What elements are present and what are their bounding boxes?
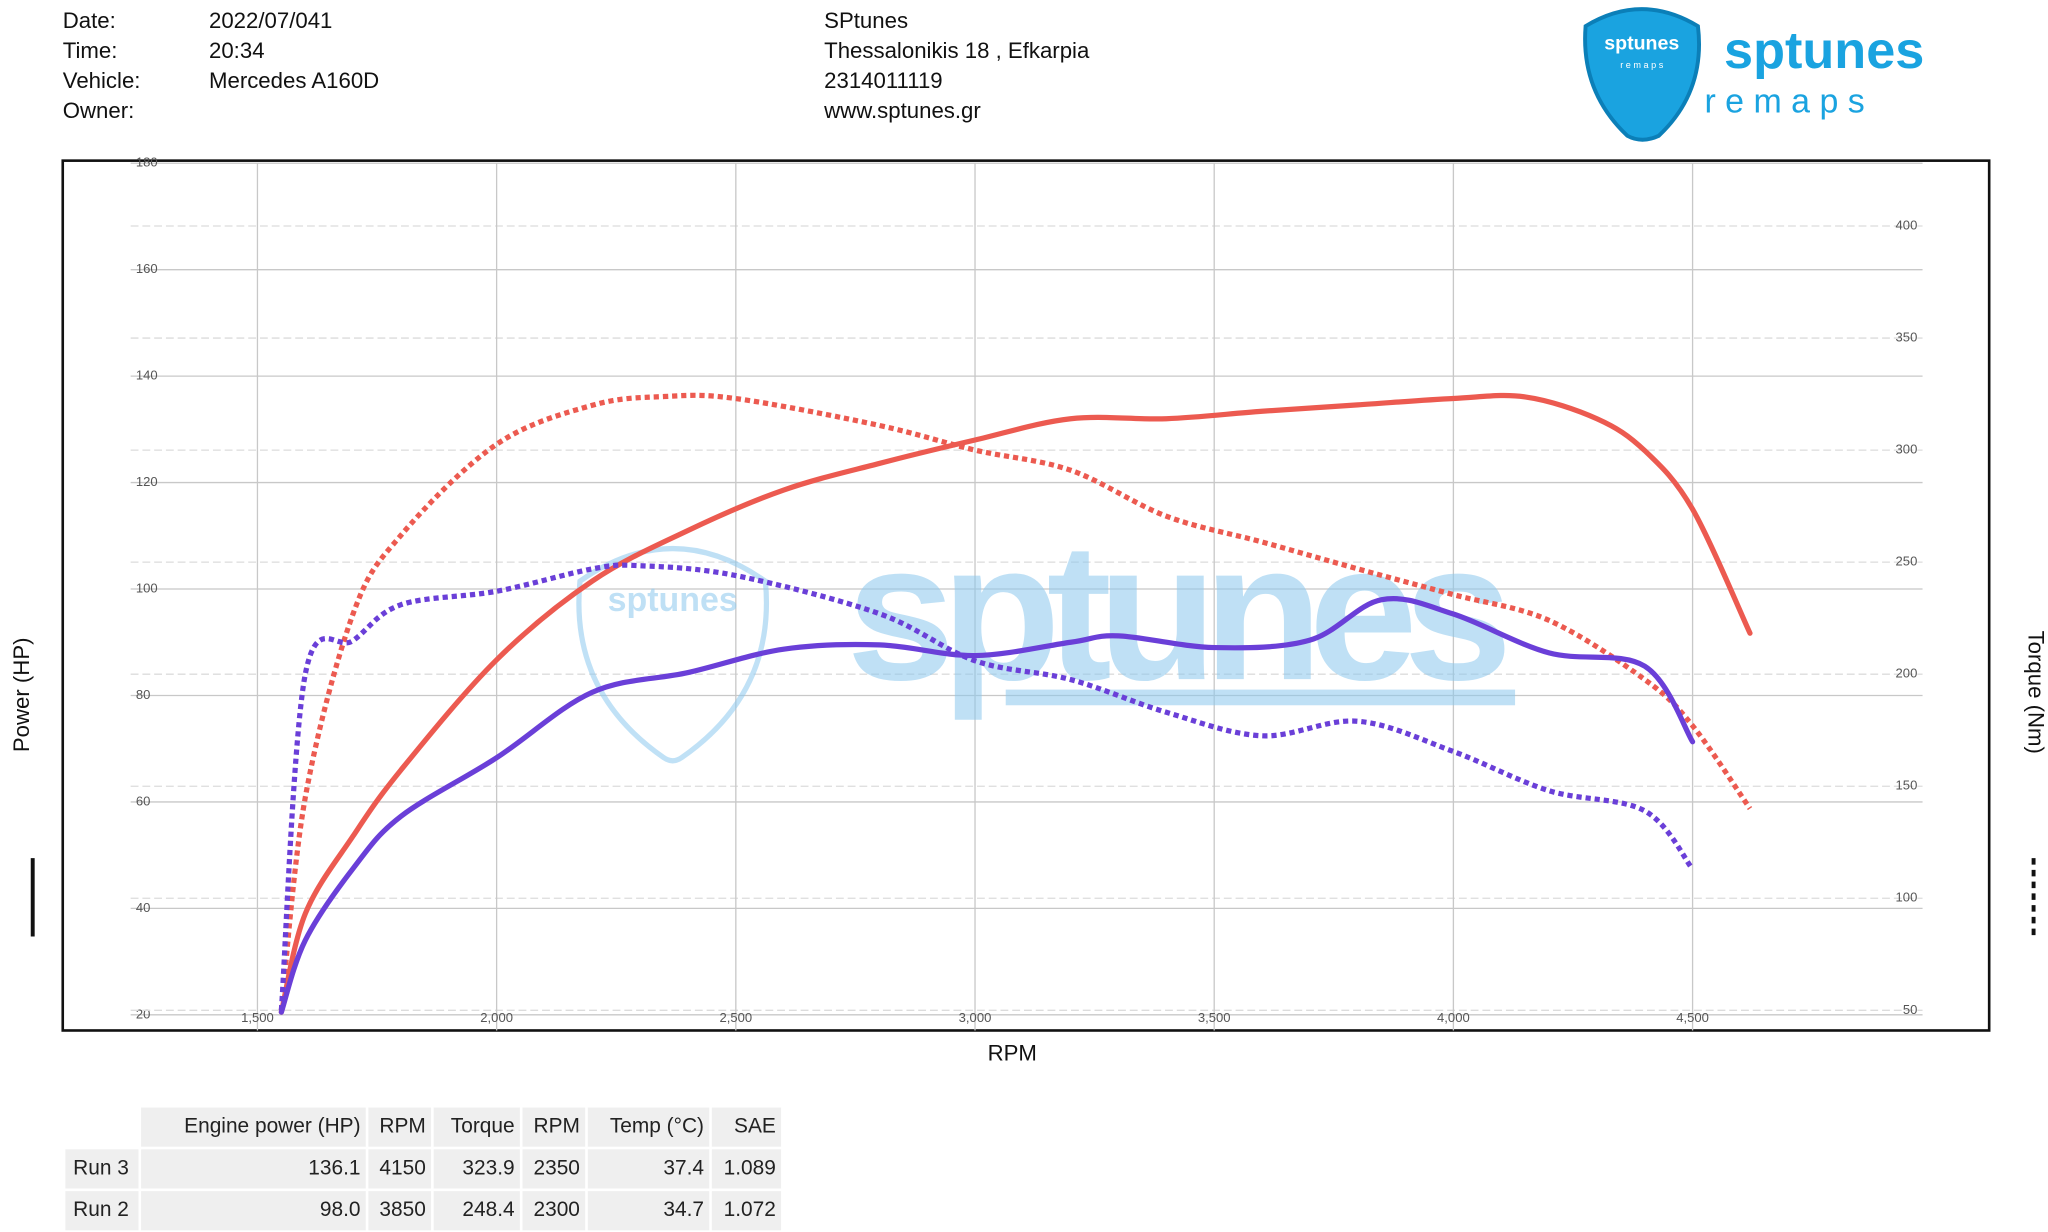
field-label: Vehicle: — [63, 68, 141, 93]
watermark-shield — [576, 546, 769, 764]
table-header: RPM — [534, 1115, 580, 1138]
table-header: Engine power (HP) — [184, 1115, 360, 1138]
table-cell: 323.9 — [462, 1156, 514, 1179]
table-cell-bg — [587, 1149, 710, 1189]
table-header: SAE — [734, 1115, 776, 1138]
table-cell: 37.4 — [663, 1156, 704, 1179]
x-tick-label: 4,000 — [1437, 1010, 1470, 1025]
table-header-cell — [368, 1107, 432, 1147]
y-tick-label: 160 — [136, 261, 158, 276]
y2-tick-label: 400 — [1896, 217, 1918, 232]
y-tick-label: 180 — [136, 155, 158, 170]
table-header: Torque — [451, 1115, 515, 1138]
table-cell-bg — [141, 1149, 366, 1189]
table-header-cell — [433, 1107, 520, 1147]
table-cell: 3850 — [379, 1198, 425, 1221]
watermark-shield-text: sptunes — [608, 581, 738, 619]
field-label: Owner: — [63, 98, 135, 123]
table-cell: 98.0 — [320, 1198, 361, 1221]
y-tick-label: 120 — [136, 474, 158, 489]
y-tick-label: 80 — [136, 687, 151, 702]
table-cell-bg — [368, 1191, 432, 1231]
table-cell-bg — [433, 1191, 520, 1231]
table-cell-bg — [587, 1191, 710, 1231]
watermark: sptunes sptunes — [576, 502, 1516, 764]
y-tick-label: 100 — [136, 580, 158, 595]
logo-shield — [1583, 7, 1701, 142]
x-tick-label: 4,500 — [1676, 1010, 1709, 1025]
watermark-text: sptunes — [846, 502, 1512, 721]
y2-axis-label: Torque (Nm) — [2023, 631, 2048, 754]
company-line: Thessalonikis 18 , Efkarpia — [824, 38, 1090, 63]
logo: sptunes r e m a p s sptunes r e m a p s — [1583, 7, 1924, 142]
x-tick-label: 2,000 — [480, 1010, 513, 1025]
table-cell: 2300 — [533, 1198, 579, 1221]
x-tick-label: 3,500 — [1198, 1010, 1231, 1025]
table-cell-bg — [522, 1149, 586, 1189]
field-value: 2022/07/041 — [209, 8, 332, 33]
y2-tick-label: 50 — [1903, 1002, 1918, 1017]
table-cell: 4150 — [379, 1156, 425, 1179]
plot-frame — [61, 159, 1991, 1032]
y-tick-label: 20 — [136, 1006, 151, 1021]
table-header: RPM — [379, 1115, 425, 1138]
table-cell-bg — [711, 1191, 782, 1231]
table-cell-bg — [711, 1149, 782, 1189]
watermark-underline — [1005, 689, 1516, 706]
field-value: 20:34 — [209, 38, 265, 63]
company-line: www.sptunes.gr — [823, 98, 981, 123]
table-cell: 248.4 — [462, 1198, 514, 1221]
torque-line — [278, 392, 1753, 1011]
y2-tick-label: 350 — [1896, 330, 1918, 345]
table-cell-bg — [522, 1191, 586, 1231]
table-cell: 1.089 — [724, 1156, 776, 1179]
y-axis-label: Power (HP) — [9, 637, 34, 752]
table-cell-bg — [141, 1191, 366, 1231]
table-run-name: Run 3 — [73, 1156, 129, 1179]
table-header: Temp (°C) — [610, 1115, 704, 1138]
y2-tick-label: 100 — [1896, 890, 1918, 905]
power-line — [278, 392, 1753, 1015]
company-line: 2314011119 — [824, 68, 942, 93]
y-tick-label: 60 — [136, 793, 151, 808]
field-value: Mercedes A160D — [209, 68, 379, 93]
table-cell-bg — [433, 1149, 520, 1189]
table-header-cell — [141, 1107, 366, 1147]
table-cell: 34.7 — [663, 1198, 704, 1221]
table-cell: 2350 — [533, 1156, 579, 1179]
table-header-cell — [522, 1107, 586, 1147]
x-tick-label: 1,500 — [241, 1010, 274, 1025]
company-line: SPtunes — [824, 8, 908, 33]
table-run-cell — [65, 1191, 139, 1231]
y2-tick-label: 250 — [1896, 554, 1918, 569]
table-header-cell — [587, 1107, 710, 1147]
field-label: Date: — [63, 8, 116, 33]
table-cell: 1.072 — [724, 1198, 776, 1221]
y2-tick-label: 200 — [1896, 666, 1918, 681]
logo-shield-tagline: r e m a p s — [1620, 60, 1664, 70]
power-line — [278, 596, 1696, 1015]
torque-line — [278, 562, 1695, 1011]
logo-name: sptunes — [1724, 22, 1924, 80]
table-cell: 136.1 — [308, 1156, 360, 1179]
y2-tick-label: 300 — [1896, 442, 1918, 457]
table-run-name: Run 2 — [73, 1198, 129, 1221]
y2-tick-label: 150 — [1896, 778, 1918, 793]
table-run-cell — [65, 1149, 139, 1189]
logo-shield-name: sptunes — [1604, 33, 1679, 55]
table-header-cell — [711, 1107, 782, 1147]
x-axis-label: RPM — [988, 1041, 1037, 1066]
logo-tagline: r e m a p s — [1704, 82, 1864, 120]
table-cell-bg — [368, 1149, 432, 1189]
field-label: Time: — [63, 38, 118, 63]
x-tick-label: 2,500 — [719, 1010, 752, 1025]
y-tick-label: 140 — [136, 368, 158, 383]
y-tick-label: 40 — [136, 900, 151, 915]
table-header-corner — [65, 1107, 139, 1147]
x-tick-label: 3,000 — [959, 1010, 992, 1025]
